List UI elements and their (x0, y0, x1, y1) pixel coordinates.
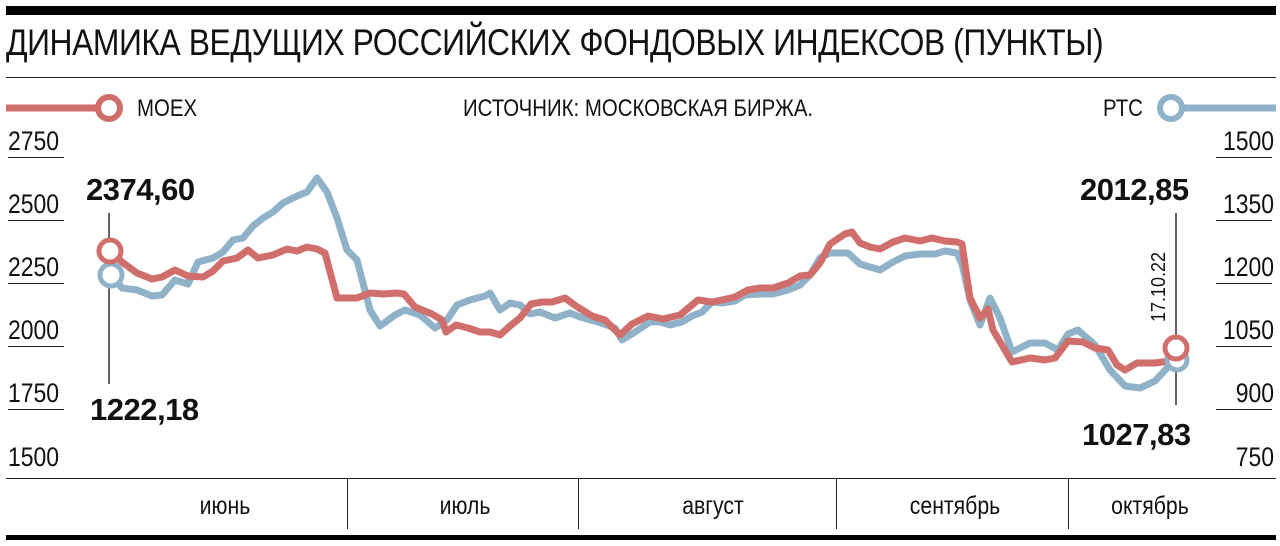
left-tick-1500: 1500 (8, 442, 60, 472)
left-tick-rule (8, 346, 64, 347)
rts-start-marker (97, 261, 125, 289)
moex-legend-icon (6, 94, 123, 122)
left-tick-rule (8, 220, 64, 221)
chart-title: ДИНАМИКА ВЕДУЩИХ РОССИЙСКИХ ФОНДОВЫХ ИНД… (6, 22, 1104, 63)
right-tick-rule (1216, 346, 1272, 347)
left-tick-rule (8, 157, 64, 158)
right-tick-rule (1216, 220, 1272, 221)
month-july: июль (439, 492, 491, 520)
month-divider (836, 479, 837, 529)
x-axis-line (6, 478, 1276, 479)
right-tick-750: 750 (1235, 442, 1274, 472)
title-divider (6, 77, 1276, 78)
bottom-rule (6, 535, 1276, 540)
left-tick-2500: 2500 (8, 189, 60, 219)
month-september: сентябрь (909, 492, 1001, 520)
moex-start-value: 2374,60 (86, 172, 195, 207)
right-tick-rule (1216, 409, 1272, 410)
moex-legend-label: MOEX (137, 95, 198, 122)
left-tick-1750: 1750 (8, 378, 60, 408)
end-date-label: 17.10.22 (1148, 251, 1170, 322)
left-tick-rule (8, 409, 64, 410)
right-tick-1500: 1500 (1222, 126, 1274, 156)
moex-series-line (107, 228, 1180, 374)
moex-start-marker (96, 237, 124, 265)
month-divider (1068, 479, 1069, 529)
month-divider (347, 479, 348, 529)
month-august: август (682, 492, 744, 520)
right-tick-900: 900 (1235, 378, 1274, 408)
right-tick-1050: 1050 (1222, 315, 1274, 345)
rts-start-value: 1222,18 (90, 392, 199, 427)
rts-legend-label: РТС (1103, 95, 1143, 122)
source-note: ИСТОЧНИК: МОСКОВСКАЯ БИРЖА. (463, 95, 814, 122)
left-tick-rule (8, 283, 64, 284)
month-divider (578, 479, 579, 529)
right-tick-rule (1216, 283, 1272, 284)
top-rule (6, 6, 1276, 15)
right-tick-rule (1216, 157, 1272, 158)
month-october: октябрь (1111, 492, 1189, 520)
rts-legend-icon (1157, 94, 1276, 122)
moex-end-marker (1162, 334, 1190, 362)
right-tick-1350: 1350 (1222, 189, 1274, 219)
left-tick-2000: 2000 (8, 315, 60, 345)
left-tick-2750: 2750 (8, 126, 60, 156)
rts-end-value: 1027,83 (1082, 417, 1191, 452)
left-tick-2250: 2250 (8, 252, 60, 282)
right-tick-1200: 1200 (1222, 252, 1274, 282)
moex-end-value: 2012,85 (1080, 172, 1189, 207)
rts-series-line (107, 174, 1182, 392)
month-june: июнь (199, 492, 251, 520)
